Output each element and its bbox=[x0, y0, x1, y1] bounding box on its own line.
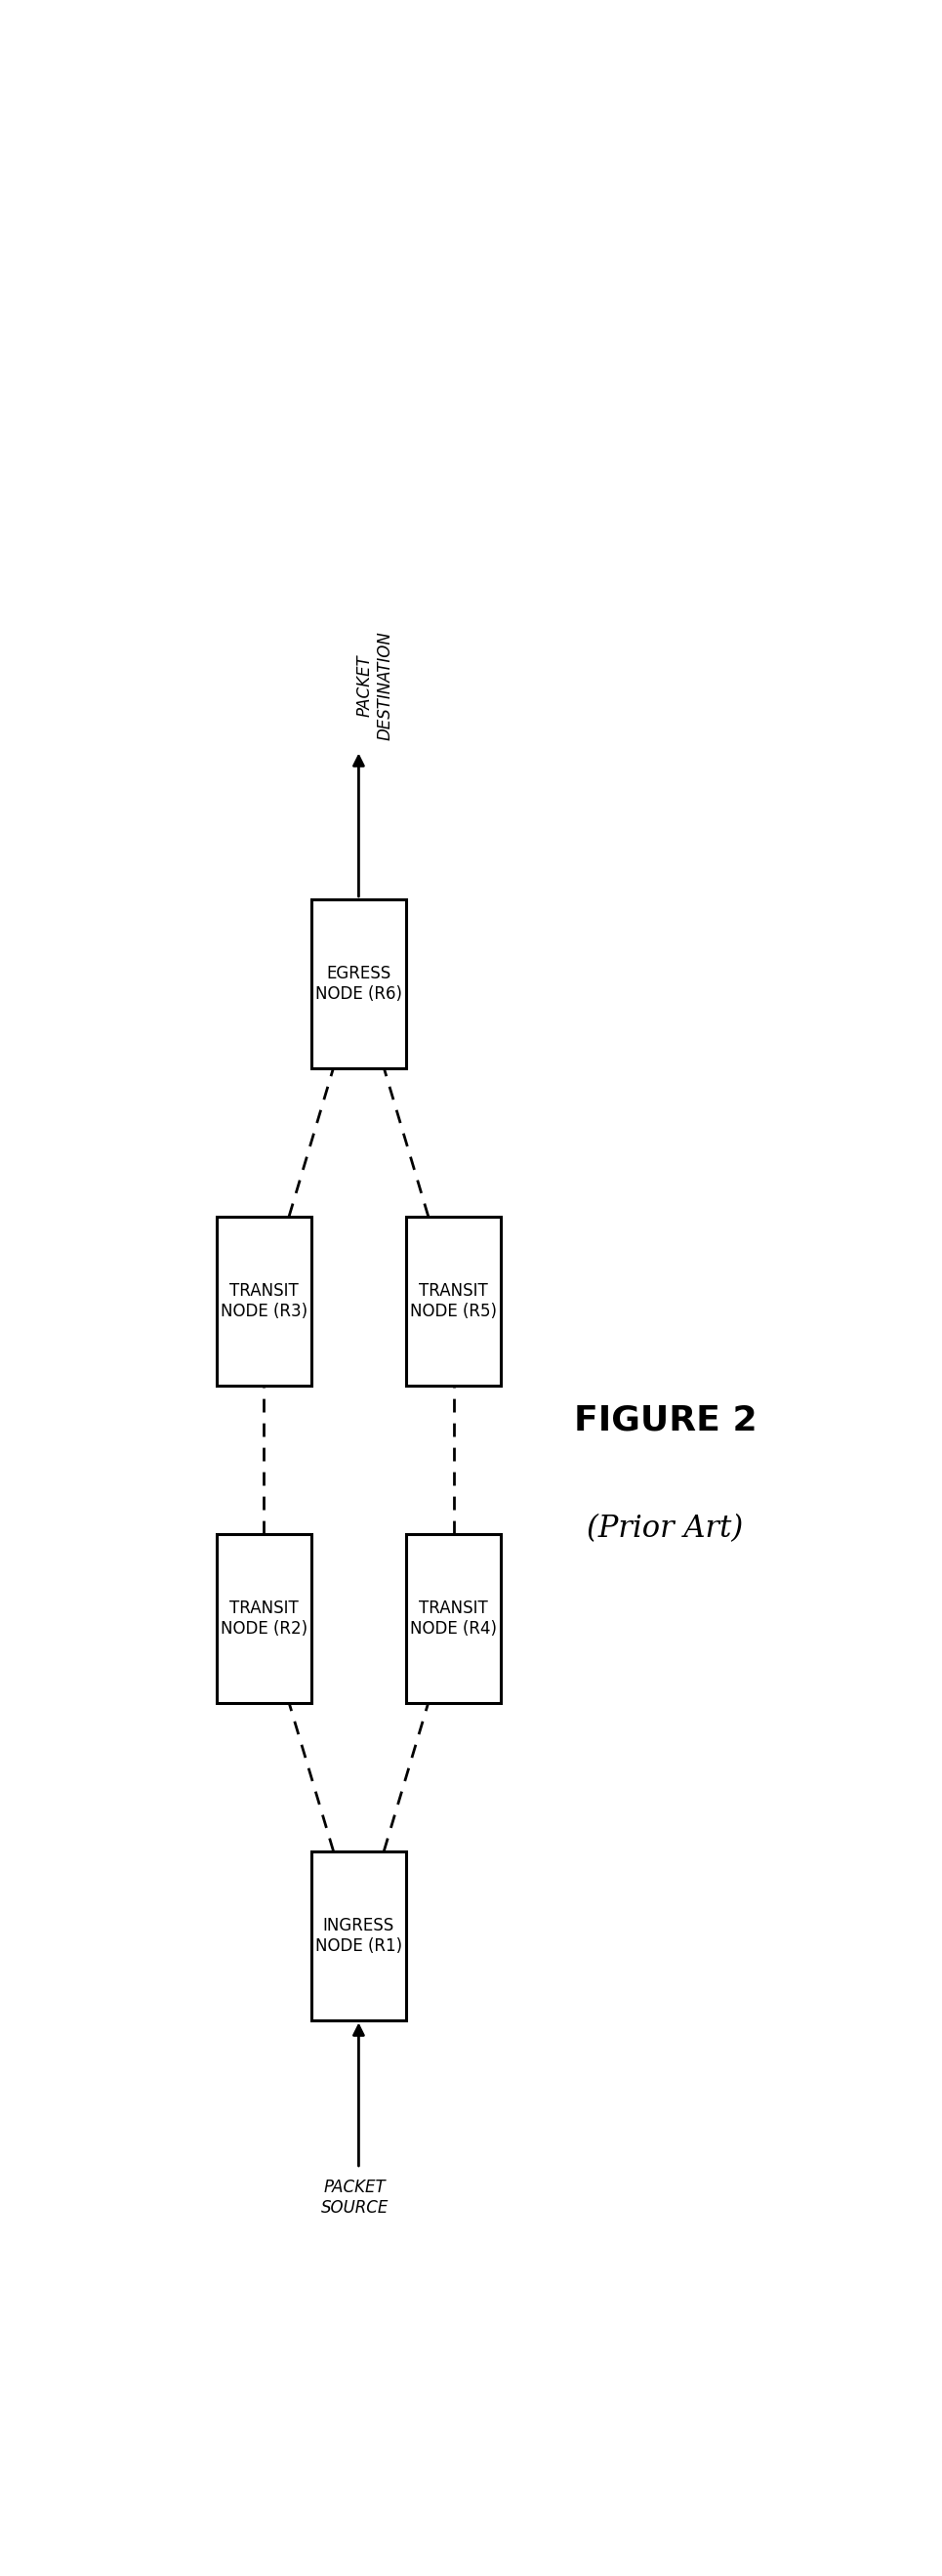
Text: TRANSIT
NODE (R2): TRANSIT NODE (R2) bbox=[220, 1600, 307, 1638]
Text: TRANSIT
NODE (R5): TRANSIT NODE (R5) bbox=[410, 1283, 497, 1319]
Text: PACKET
DESTINATION: PACKET DESTINATION bbox=[356, 631, 394, 739]
Bar bbox=[217, 1533, 311, 1703]
Bar bbox=[311, 899, 406, 1069]
Text: EGRESS
NODE (R6): EGRESS NODE (R6) bbox=[316, 963, 402, 1002]
Text: INGRESS
NODE (R1): INGRESS NODE (R1) bbox=[316, 1917, 402, 1955]
Text: TRANSIT
NODE (R3): TRANSIT NODE (R3) bbox=[220, 1283, 307, 1319]
Text: FIGURE 2: FIGURE 2 bbox=[574, 1404, 756, 1437]
Bar bbox=[217, 1216, 311, 1386]
Text: TRANSIT
NODE (R4): TRANSIT NODE (R4) bbox=[410, 1600, 497, 1638]
Text: PACKET
SOURCE: PACKET SOURCE bbox=[321, 2179, 389, 2215]
Bar bbox=[311, 1852, 406, 2020]
Bar bbox=[406, 1216, 501, 1386]
Bar bbox=[406, 1533, 501, 1703]
Text: (Prior Art): (Prior Art) bbox=[587, 1515, 743, 1543]
